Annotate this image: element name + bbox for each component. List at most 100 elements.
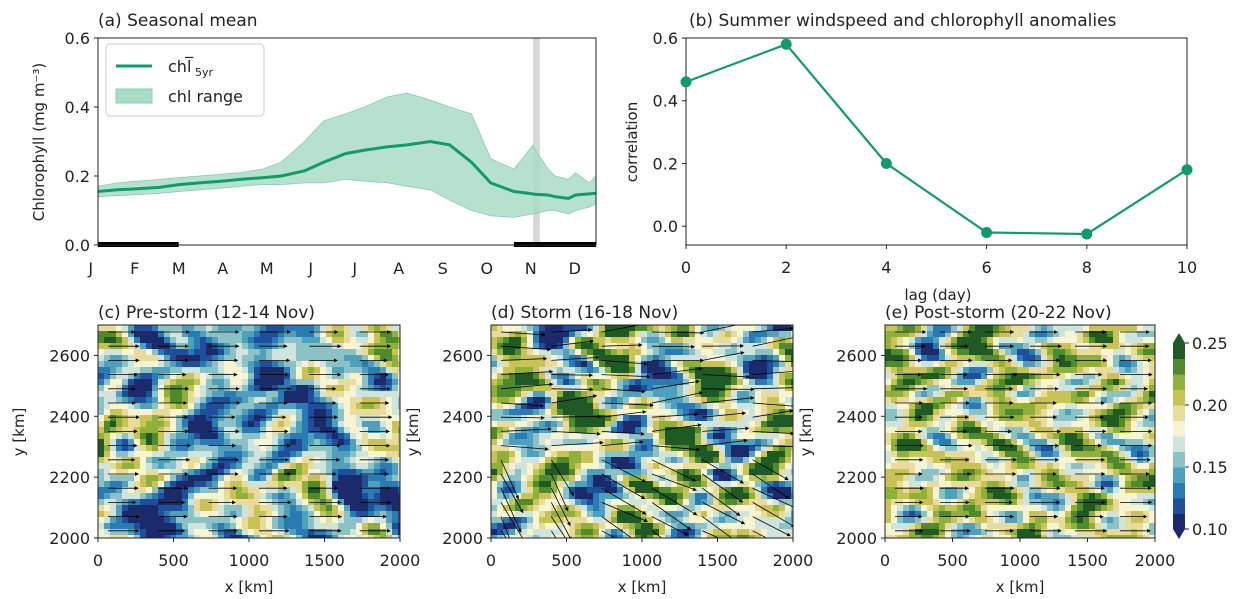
panel-e-ylabel: y [km] <box>797 408 815 457</box>
colorbar-segment-2 <box>1173 482 1185 499</box>
d-xtick-label-4: 2000 <box>773 551 814 570</box>
panel-e-post-storm: (e) Post-storm (20-22 Nov) 0 500 1000 1500 2… <box>797 303 1175 596</box>
colorbar-segment-8 <box>1173 389 1185 406</box>
a-month-label-4: M <box>260 259 274 278</box>
correlation-point-3 <box>981 226 993 238</box>
a-month-label-7: A <box>393 259 404 278</box>
d-xtick-label-1: 500 <box>551 551 582 570</box>
d-xtick-label-3: 1500 <box>697 551 738 570</box>
e-xtick-label-0: 0 <box>880 551 890 570</box>
colorbar-segment-11 <box>1173 343 1185 359</box>
colorbar: 0.10 0.15 0.20 0.25 <box>1173 333 1228 539</box>
c-ytick-label-0: 2000 <box>49 529 90 548</box>
panel-a-title: (a) Seasonal mean <box>98 11 258 31</box>
d-ytick-label-3: 2600 <box>442 346 483 365</box>
e-xtick-label-3: 1500 <box>1067 551 1108 570</box>
panel-a-frame <box>97 37 597 246</box>
colorbar-tick-label-3: 0.25 <box>1192 334 1228 353</box>
e-xtick-label-1: 500 <box>937 551 968 570</box>
a-ytick-label-0: 0.0 <box>65 236 90 255</box>
panel-b-title: (b) Summer windspeed and chlorophyll ano… <box>689 11 1117 31</box>
panel-a-seasonal-mean: (a) Seasonal mean 0.0 0.2 0.4 0.6 J F M A M J J A S O… <box>30 11 597 278</box>
c-ytick-label-2: 2400 <box>49 407 90 426</box>
correlation-line <box>685 42 1188 236</box>
colorbar-extend-top <box>1173 333 1185 343</box>
correlation-point-1 <box>780 38 792 50</box>
d-ytick-label-2: 2400 <box>442 407 483 426</box>
c-xtick-label-2: 1000 <box>229 551 270 570</box>
a-month-label-3: A <box>217 259 228 278</box>
panel-b-correlation: (b) Summer windspeed and chlorophyll ano… <box>623 11 1197 304</box>
panel-b-frame <box>685 37 1188 246</box>
panel-b-ylabel: correlation <box>623 102 641 183</box>
a-ytick-label-1: 0.2 <box>65 167 90 186</box>
panel-c-pre-storm: (c) Pre-storm (12-14 Nov) 0 500 1000 1500 20… <box>10 303 420 596</box>
colorbar-segment-3 <box>1173 467 1185 483</box>
panel-c-title: (c) Pre-storm (12-14 Nov) <box>98 303 315 323</box>
d-xtick-label-2: 1000 <box>622 551 663 570</box>
a-month-label-2: M <box>172 259 186 278</box>
panel-d-ylabel: y [km] <box>404 408 422 457</box>
b-xtick-label-5: 10 <box>1177 258 1197 277</box>
c-xtick-label-1: 500 <box>158 551 189 570</box>
a-month-label-0: J <box>87 259 93 278</box>
colorbar-segment-5 <box>1173 436 1185 452</box>
a-ytick-label-2: 0.4 <box>65 98 90 117</box>
correlation-point-5 <box>1181 164 1193 176</box>
colorbar-segment-7 <box>1173 405 1185 421</box>
a-ytick-label-3: 0.6 <box>65 29 90 48</box>
legend-mean-label: chl̅ <box>168 57 194 76</box>
wind-vectors-e <box>895 330 1153 533</box>
wind-vectors-c <box>108 330 393 533</box>
e-ytick-label-2: 2400 <box>836 407 877 426</box>
correlation-point-0 <box>680 76 692 88</box>
b-ytick-label-3: 0.6 <box>653 29 678 48</box>
a-month-label-6: J <box>351 259 357 278</box>
correlation-point-2 <box>880 157 892 169</box>
a-month-label-8: S <box>438 259 448 278</box>
c-ytick-label-3: 2600 <box>49 346 90 365</box>
chl-range-band <box>98 92 596 218</box>
colorbar-segment-9 <box>1173 374 1185 390</box>
panel-d-title: (d) Storm (16-18 Nov) <box>491 303 678 323</box>
a-month-label-1: F <box>130 259 139 278</box>
e-xtick-label-4: 2000 <box>1135 551 1176 570</box>
colorbar-segment-0 <box>1173 513 1185 530</box>
d-ytick-label-1: 2200 <box>442 468 483 487</box>
b-xtick-label-1: 2 <box>781 258 791 277</box>
e-ytick-label-3: 2600 <box>836 346 877 365</box>
panel-d-storm: (d) Storm (16-18 Nov) 0 500 1000 1500 2000 20… <box>404 303 813 596</box>
e-ytick-label-1: 2200 <box>836 468 877 487</box>
panel-b-xlabel: lag (day) <box>905 286 972 304</box>
c-ytick-label-1: 2200 <box>49 468 90 487</box>
colorbar-segment-4 <box>1173 451 1185 468</box>
a-month-label-10: N <box>525 259 537 278</box>
a-month-label-9: O <box>480 259 493 278</box>
panel-e-title: (e) Post-storm (20-22 Nov) <box>885 303 1112 323</box>
b-xtick-label-3: 6 <box>982 258 992 277</box>
panel-a-ylabel: Chlorophyll (mg m⁻³) <box>30 63 48 222</box>
wind-vectors-d <box>500 325 793 538</box>
e-xtick-label-2: 1000 <box>1000 551 1041 570</box>
a-month-label-11: D <box>569 259 581 278</box>
chl-mean-line <box>98 139 596 200</box>
colorbar-segment-1 <box>1173 498 1185 514</box>
b-xtick-label-2: 4 <box>881 258 891 277</box>
panel-c-ylabel: y [km] <box>10 408 28 457</box>
b-ytick-label-2: 0.4 <box>653 92 678 111</box>
colorbar-tick-label-2: 0.20 <box>1192 396 1228 415</box>
panel-c-xlabel: x [km] <box>225 578 274 596</box>
c-xtick-label-3: 1500 <box>304 551 345 570</box>
colorbar-segment-6 <box>1173 420 1185 437</box>
b-ytick-label-1: 0.2 <box>653 154 678 173</box>
colorbar-extend-bottom <box>1173 529 1185 539</box>
c-xtick-label-4: 2000 <box>380 551 421 570</box>
legend-range-swatch <box>115 88 153 104</box>
b-xtick-label-0: 0 <box>681 258 691 277</box>
d-ytick-label-0: 2000 <box>442 529 483 548</box>
panel-d-xlabel: x [km] <box>618 578 667 596</box>
correlation-point-4 <box>1081 228 1093 240</box>
colorbar-segment-10 <box>1173 358 1185 375</box>
panel-a-legend: chl̅ 5yr chl range <box>105 43 265 117</box>
